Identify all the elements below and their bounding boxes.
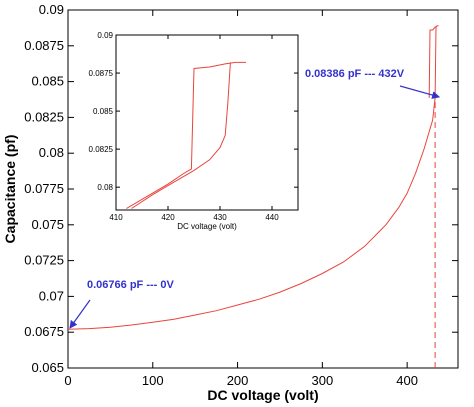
x-tick-label: 300	[311, 373, 333, 388]
x-tick-label: 100	[142, 373, 164, 388]
series-line	[434, 25, 438, 98]
inset-y-tick-label: 0.0825	[89, 145, 114, 154]
inset-series-line	[131, 62, 231, 209]
y-tick-label: 0.07	[39, 288, 64, 303]
inset-x-tick-label: 440	[265, 213, 279, 222]
y-tick-label: 0.085	[31, 74, 64, 89]
inset-x-tick-label: 420	[161, 213, 175, 222]
x-tick-label: 400	[396, 373, 418, 388]
y-tick-label: 0.0825	[24, 109, 64, 124]
inset-plot-frame	[115, 34, 299, 211]
y-tick-label: 0.065	[31, 360, 64, 375]
x-tick-label: 200	[227, 373, 249, 388]
x-axis-label: DC voltage (volt)	[207, 387, 318, 403]
inset-x-axis-label: DC voltage (volt)	[177, 222, 237, 231]
y-tick-label: 0.0775	[24, 181, 64, 196]
y-tick-label: 0.0875	[24, 38, 64, 53]
y-axis-label: Capacitance (pf)	[2, 135, 18, 244]
inset-y-tick-label: 0.0875	[89, 69, 114, 78]
y-tick-label: 0.075	[31, 217, 64, 232]
inset-y-tick-label: 0.085	[93, 107, 114, 116]
series-line	[67, 97, 436, 330]
inset-x-tick-label: 410	[109, 213, 123, 222]
annotation-arrow-zero-bias	[69, 299, 91, 329]
inset-y-tick-label: 0.09	[97, 31, 113, 40]
inset-y-tick-label: 0.08	[97, 183, 113, 192]
annotation-arrow-breakdown	[399, 85, 441, 99]
annotation-breakdown: 0.08386 pF --- 432V	[305, 68, 405, 80]
y-tick-label: 0.09	[39, 2, 64, 17]
inset-x-tick-label: 430	[213, 213, 227, 222]
y-tick-label: 0.0675	[24, 324, 64, 339]
series-line	[428, 25, 439, 98]
x-tick-label: 0	[64, 373, 71, 388]
inset-background	[116, 35, 298, 210]
y-tick-label: 0.0725	[24, 253, 64, 268]
annotation-zero-bias: 0.06766 pF --- 0V	[87, 279, 174, 291]
y-tick-label: 0.08	[39, 145, 64, 160]
